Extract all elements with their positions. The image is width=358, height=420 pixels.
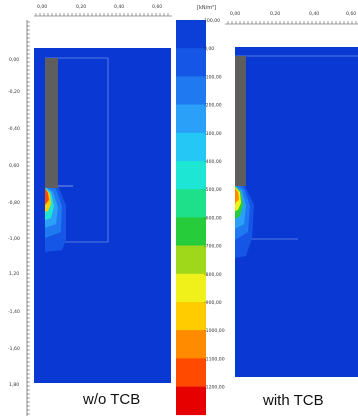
legend-value-label: 0,00 — [204, 46, 214, 52]
legend-unit: [kN/m²] — [197, 5, 216, 11]
legend-value-label: -300,00 — [204, 131, 222, 137]
legend-value-label: -600,00 — [204, 215, 222, 221]
legend-value-label: -1100,00 — [204, 356, 225, 362]
left-y-tick-5: -1,00 — [8, 236, 20, 242]
left-y-tick-2: -0,40 — [8, 126, 20, 132]
legend-value-label: -500,00 — [204, 187, 222, 193]
left-y-tick-4: -0,80 — [8, 200, 20, 206]
left-y-tick-1: -0,20 — [8, 89, 20, 95]
left-stress-bulb — [45, 180, 66, 252]
left-y-tick-6: 1,20 — [9, 271, 19, 277]
right-x-tick-3: 0,60 — [346, 11, 356, 17]
left-wall — [45, 58, 58, 188]
legend-swatch — [176, 386, 206, 416]
left-soil-outline — [45, 57, 109, 243]
legend-value-label: -200,00 — [204, 103, 222, 109]
left-y-tick-3: 0,60 — [9, 163, 19, 169]
left-y-axis-ticks — [27, 21, 30, 415]
legend-swatch — [176, 48, 206, 77]
right-stress-bulb — [235, 180, 254, 258]
left-y-tick-0: 0,00 — [9, 57, 19, 63]
legend: [kN/m²] 100,00 0,00 -100,00 -200,00 -300,00 -… — [176, 5, 225, 416]
left-x-tick-0: 0,00 — [37, 4, 47, 10]
right-wall — [235, 56, 246, 186]
right-x-axis-ticks — [227, 21, 357, 24]
left-x-tick-3: 0,60 — [152, 4, 162, 10]
legend-labels: 100,00 0,00 -100,00 -200,00 -300,00 -400,00 -5… — [204, 18, 225, 391]
right-panel-caption: with TCB — [263, 392, 324, 409]
legend-value-label: -100,00 — [204, 74, 222, 80]
right-x-tick-1: 0,20 — [270, 11, 280, 17]
legend-swatch — [176, 330, 206, 359]
right-panel: 0,00 0,20 0,40 0,60 — [225, 11, 358, 377]
left-y-tick-7: -1,40 — [8, 309, 20, 315]
left-panel-caption: w/o TCB — [83, 391, 141, 408]
left-panel: 0,00 0,20 0,40 0,60 0,00 -0,20 -0,40 0,6… — [8, 4, 172, 416]
right-x-tick-2: 0,40 — [309, 11, 319, 17]
legend-swatch — [176, 358, 206, 387]
legend-value-label: -700,00 — [204, 244, 222, 250]
legend-swatch — [176, 189, 206, 218]
left-x-tick-1: 0,20 — [76, 4, 86, 10]
legend-value-label: -800,00 — [204, 272, 222, 278]
legend-value-label: -900,00 — [204, 300, 222, 306]
legend-color-bar — [176, 20, 206, 416]
legend-swatch — [176, 217, 206, 246]
left-y-tick-9: 1,80 — [9, 382, 19, 388]
legend-swatch — [176, 245, 206, 275]
legend-swatch — [176, 161, 206, 190]
left-y-tick-8: -1,60 — [8, 346, 20, 352]
left-x-axis-ticks — [35, 13, 169, 16]
left-x-tick-2: 0,40 — [114, 4, 124, 10]
legend-swatch — [176, 273, 206, 303]
legend-swatch — [176, 104, 206, 134]
legend-swatch — [176, 302, 206, 331]
legend-value-label: -400,00 — [204, 159, 222, 165]
legend-swatch — [176, 76, 206, 105]
right-stress-field — [235, 47, 358, 377]
legend-swatch — [176, 132, 206, 162]
legend-value-label: -1200,00 — [204, 385, 225, 391]
legend-value-label: 100,00 — [204, 18, 220, 24]
legend-value-label: -1000,00 — [204, 328, 225, 334]
legend-swatch — [176, 20, 206, 49]
right-x-tick-0: 0,00 — [230, 11, 240, 17]
